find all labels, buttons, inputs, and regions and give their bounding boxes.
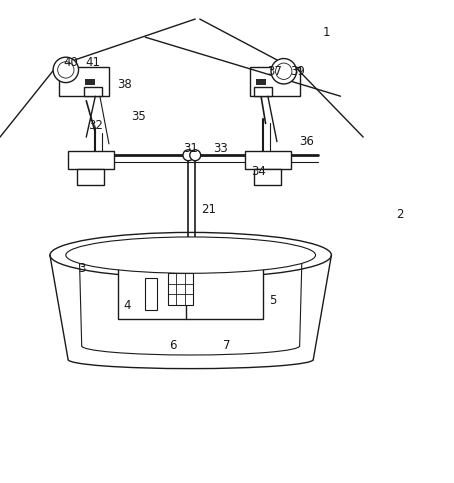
Text: 40: 40: [63, 56, 78, 69]
Bar: [254, 87, 272, 96]
Circle shape: [190, 150, 201, 161]
Bar: [118, 255, 263, 319]
Bar: [250, 67, 300, 96]
Circle shape: [183, 150, 194, 161]
Bar: [77, 169, 104, 185]
Circle shape: [53, 57, 79, 83]
Text: 4: 4: [123, 298, 131, 312]
Bar: [68, 151, 114, 169]
Text: 36: 36: [299, 135, 314, 148]
Bar: [85, 79, 95, 85]
Bar: [145, 278, 157, 310]
Text: 5: 5: [269, 294, 276, 307]
Bar: [245, 151, 291, 169]
Text: 34: 34: [252, 165, 266, 178]
Text: 38: 38: [118, 78, 132, 91]
Text: 41: 41: [85, 56, 101, 69]
Text: 6: 6: [169, 340, 176, 353]
Circle shape: [271, 58, 296, 84]
Bar: [256, 79, 266, 85]
Text: 33: 33: [213, 142, 227, 155]
Bar: [84, 87, 102, 96]
Ellipse shape: [50, 232, 331, 278]
Bar: [254, 169, 281, 185]
Text: 1: 1: [323, 26, 331, 39]
Bar: [59, 67, 109, 96]
Text: 32: 32: [88, 119, 103, 132]
Text: 37: 37: [267, 65, 282, 78]
Circle shape: [58, 62, 74, 78]
Bar: [168, 273, 193, 305]
Ellipse shape: [66, 237, 316, 273]
Text: 35: 35: [131, 110, 146, 123]
Text: 7: 7: [223, 340, 231, 353]
Text: 39: 39: [290, 65, 305, 78]
Text: 31: 31: [183, 142, 198, 155]
Text: 3: 3: [78, 262, 85, 275]
Text: 21: 21: [201, 203, 217, 216]
Text: 2: 2: [396, 208, 403, 221]
Circle shape: [276, 63, 292, 79]
